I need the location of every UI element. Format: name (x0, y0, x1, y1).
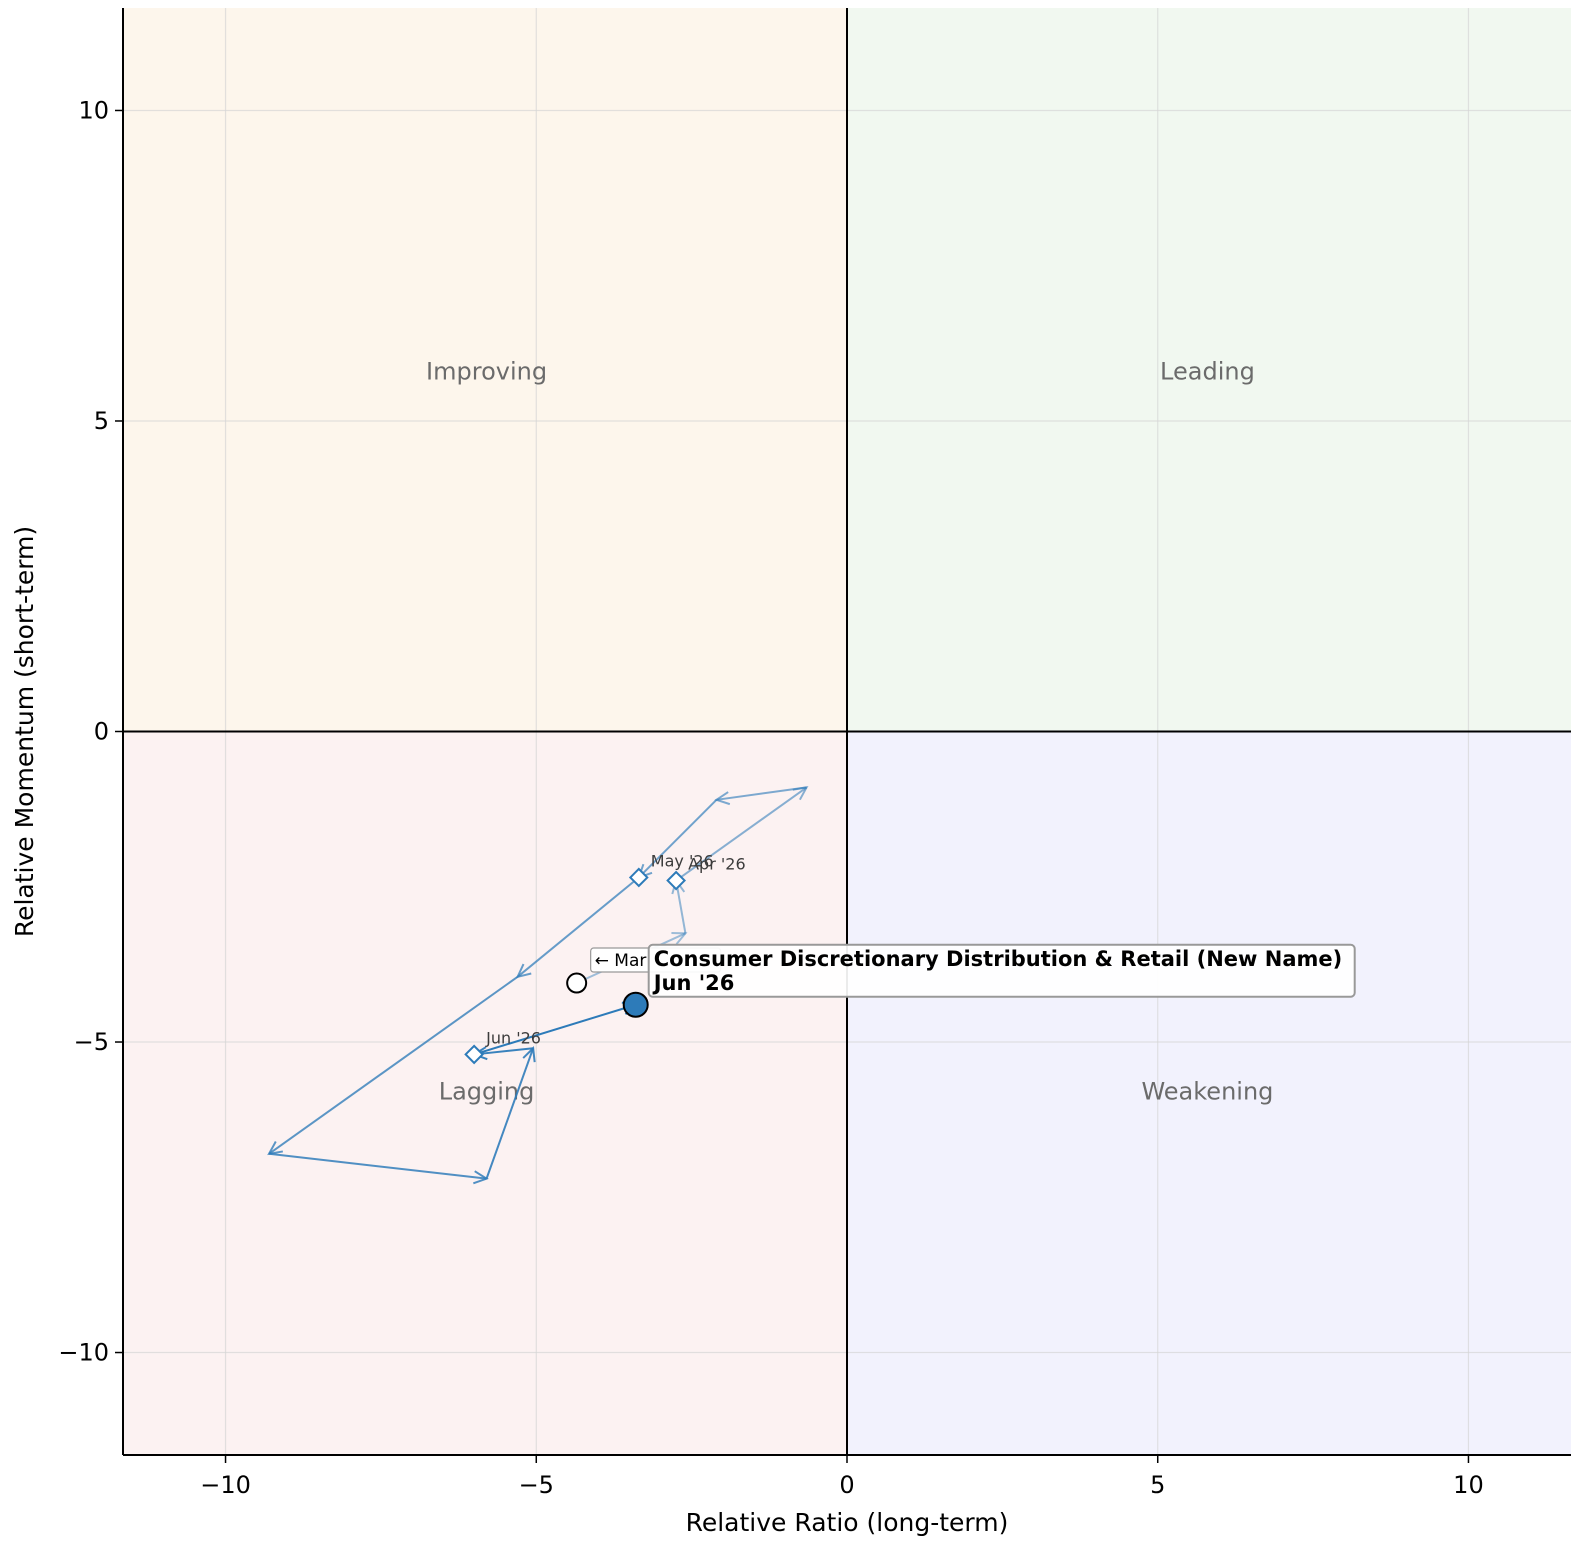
trail-segment (638, 799, 718, 879)
x-tick-label: 5 (1150, 1471, 1165, 1499)
quadrant-label-leading: Leading (1160, 357, 1255, 385)
trail-segment (268, 1152, 487, 1180)
y-tick-label: 0 (94, 718, 109, 746)
annotation-date: Jun '26 (652, 971, 735, 995)
trail-segment (516, 876, 640, 978)
quadrant-weakening (847, 731, 1571, 1455)
start-label: ← Mar (595, 951, 647, 971)
x-tick-label: 0 (839, 1471, 854, 1499)
month-label: May '26 (651, 851, 714, 870)
trail-segment (675, 880, 687, 934)
quadrant-lagging (123, 731, 847, 1455)
annotation-box (647, 943, 1356, 998)
trail-segment (485, 1047, 535, 1179)
y-tick-label: 5 (94, 407, 109, 435)
trail-segment (675, 786, 808, 882)
trail-segment (716, 786, 807, 801)
month-marker (464, 1044, 485, 1065)
quadrant-leading (847, 8, 1571, 732)
month-label: Apr '26 (688, 855, 746, 874)
quadrant-improving (123, 8, 847, 732)
y-tick-label: 10 (78, 96, 109, 124)
current-marker (622, 991, 649, 1018)
x-axis-title: Relative Ratio (long-term) (686, 1508, 1009, 1537)
y-axis-title: Relative Momentum (short-term) (10, 526, 39, 937)
quadrant-backgrounds (123, 8, 1571, 1455)
x-tick-label: −10 (200, 1471, 251, 1499)
tick-labels: −10 −5 0 5 10 −10 −5 0 5 10 (58, 96, 1483, 1499)
x-tick-label: 10 (1453, 1471, 1484, 1499)
month-marker (666, 870, 686, 891)
y-tick-label: −5 (74, 1028, 109, 1056)
trail-segment (474, 1047, 534, 1056)
trail-segment (473, 1003, 636, 1056)
x-tick-label: −5 (519, 1471, 554, 1499)
series-trail (267, 786, 809, 1185)
start-marker (566, 972, 588, 994)
series-markers (464, 867, 686, 1065)
quadrant-label-lagging: Lagging (439, 1078, 535, 1106)
month-marker (628, 867, 649, 888)
month-label: Jun '26 (485, 1028, 541, 1047)
y-tick-label: −10 (58, 1339, 109, 1367)
quadrant-label-weakening: Weakening (1141, 1078, 1273, 1106)
trail-segment (268, 975, 519, 1155)
quadrant-label-improving: Improving (426, 357, 547, 385)
annotation-series-name: Consumer Discretionary Distribution & Re… (654, 947, 1343, 971)
